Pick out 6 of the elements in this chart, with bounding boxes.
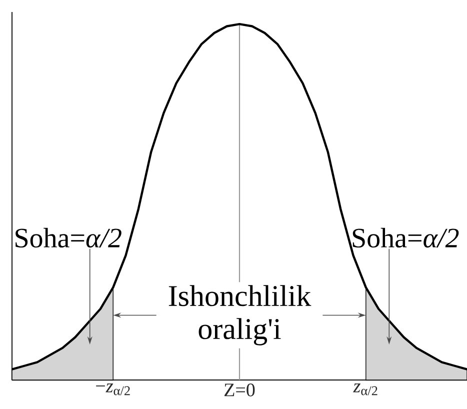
annotation: Soha=α/2 — [16, 228, 122, 248]
x-tick-label: Z=0 — [224, 384, 255, 396]
annotation: Ishonchlilik oralig'i — [168, 285, 312, 346]
x-tick-label: z$_{α/2}$ — [353, 384, 378, 396]
annotation: Soha=α/2 — [352, 228, 459, 248]
x-tick-label: −z$_{α/2}$ — [96, 384, 130, 396]
